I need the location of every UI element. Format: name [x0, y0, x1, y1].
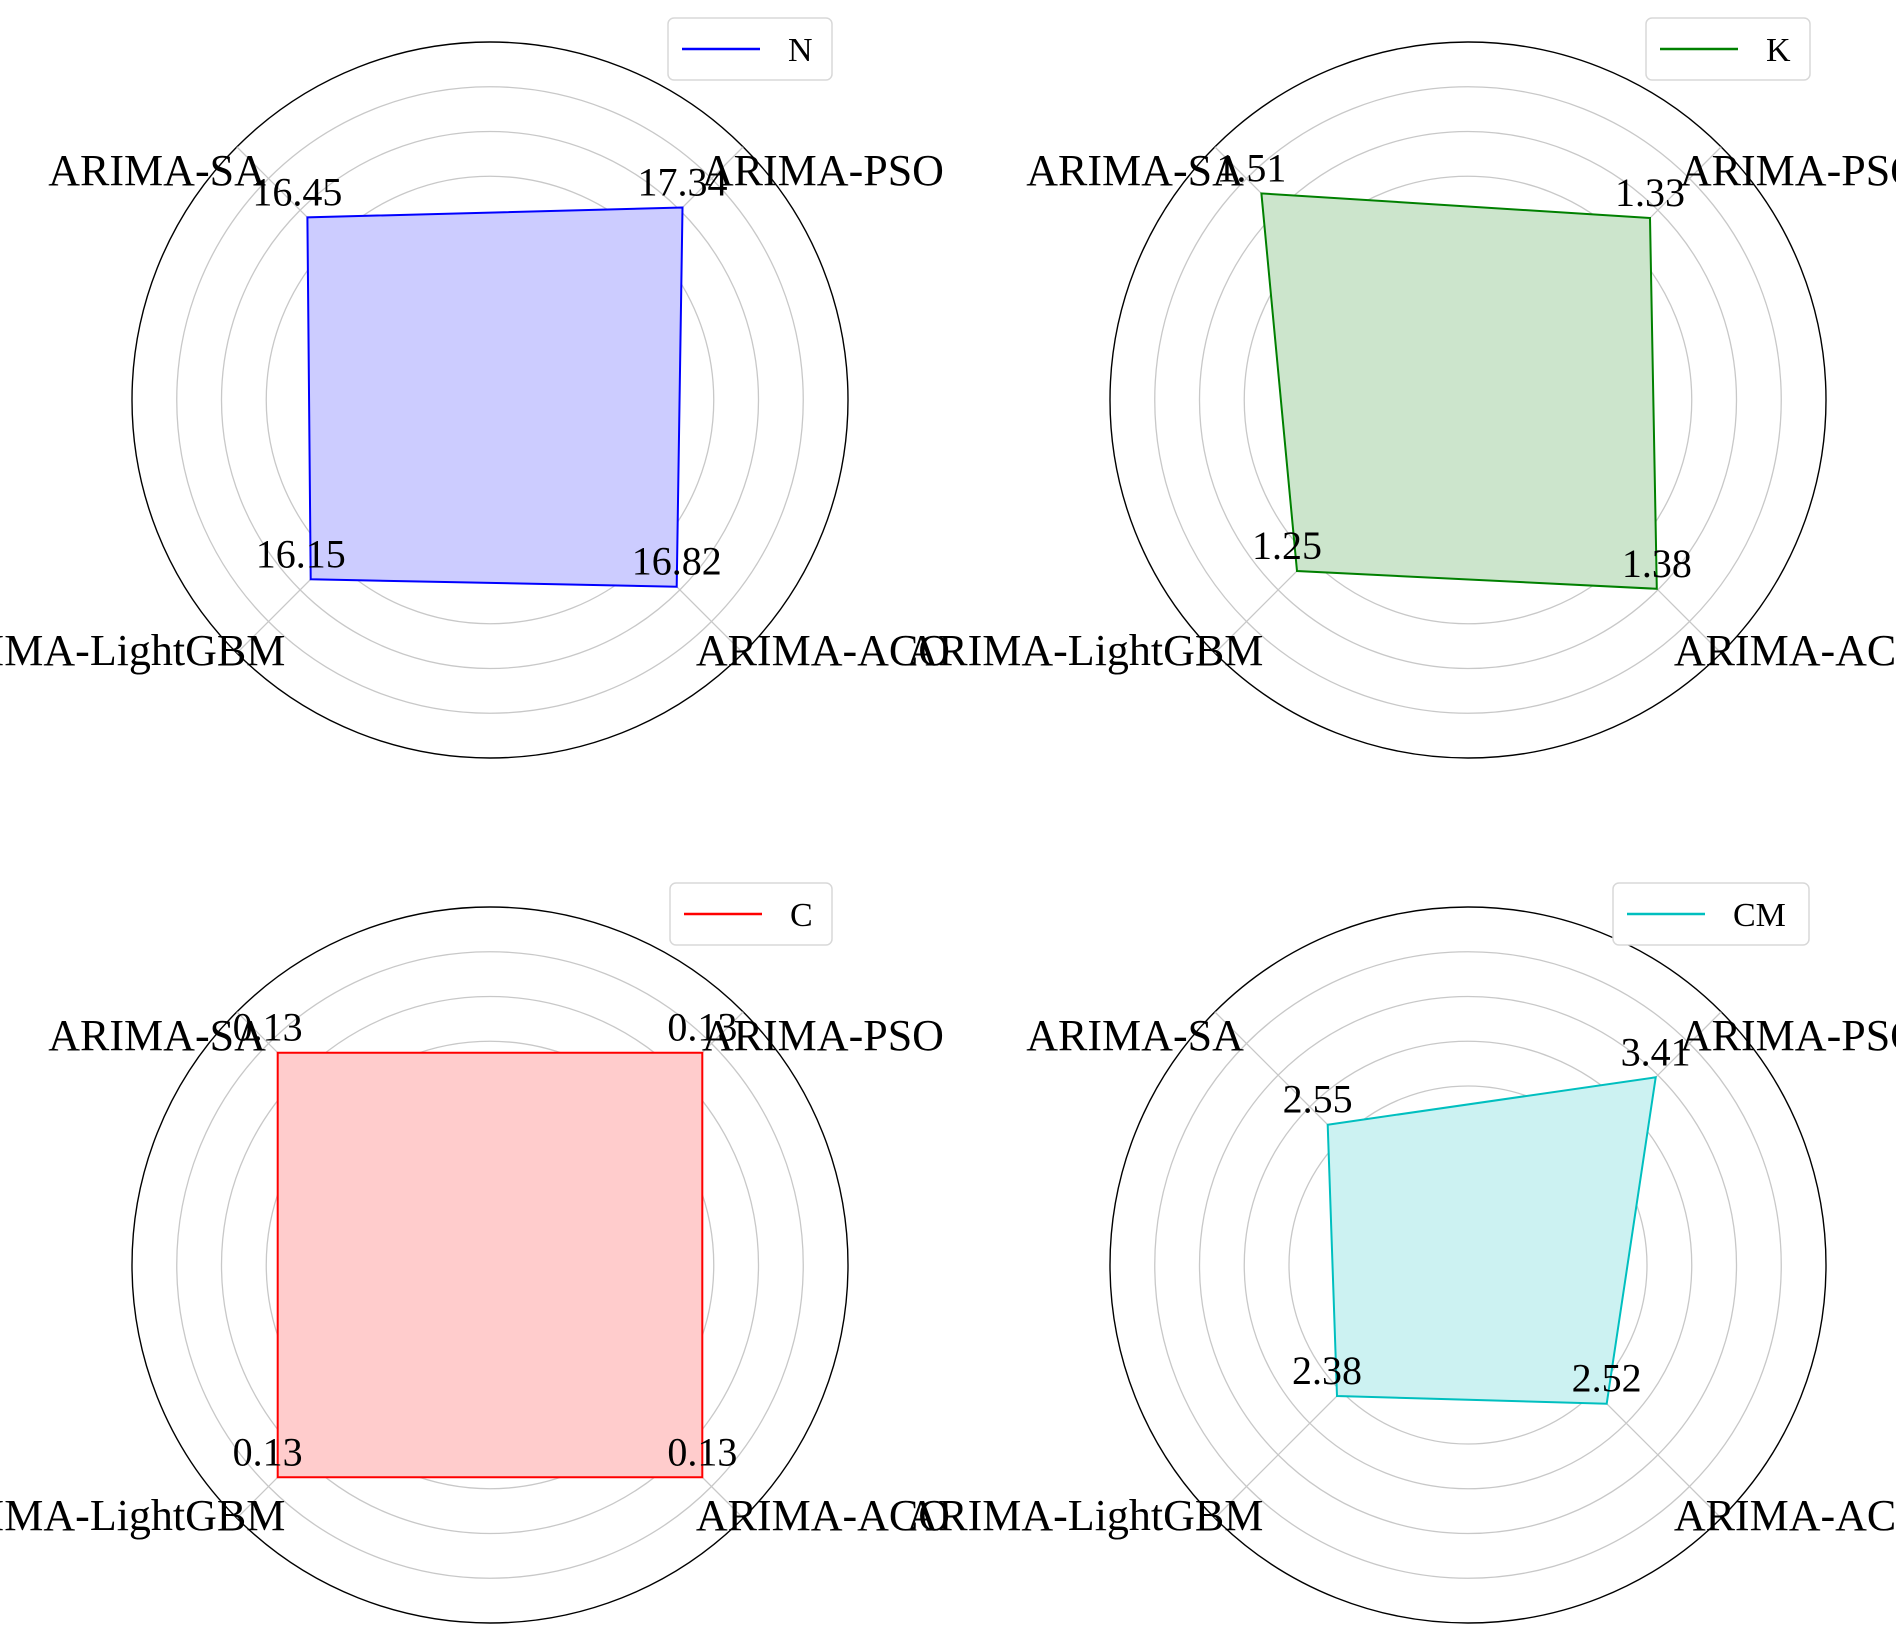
radar-grid-ring — [265, 1040, 715, 1490]
axis-label-arima-sa: ARIMA-SA — [48, 146, 266, 195]
value-label: 16.82 — [632, 539, 722, 584]
series-area-cm — [1327, 1077, 1656, 1404]
value-label: 0.13 — [233, 1005, 303, 1050]
axis-label-arima-pso: ARIMA-PSO — [1680, 1011, 1896, 1060]
legend-label: C — [790, 897, 813, 934]
axis-label-arima-lightgbm: ARIMA-LightGBM — [0, 1491, 285, 1540]
radar-grid-ring — [1154, 86, 1782, 714]
value-label: 1.25 — [1252, 523, 1322, 568]
radar-outer-frame — [131, 41, 849, 759]
value-label: 17.34 — [638, 159, 728, 204]
legend-label: CM — [1733, 897, 1786, 934]
value-label: 2.38 — [1292, 1348, 1362, 1393]
value-label: 1.51 — [1216, 145, 1286, 190]
axis-label-arima-lightgbm: ARIMA-LightGBM — [906, 1491, 1263, 1540]
radar-grid-ring — [265, 175, 715, 625]
radar-grid-ring — [1154, 951, 1782, 1579]
radar-grid-ring — [1243, 175, 1693, 625]
axis-label-arima-aco: ARIMA-ACO — [1674, 626, 1896, 675]
value-label: 1.38 — [1622, 541, 1692, 586]
axis-label-arima-sa: ARIMA-SA — [48, 1011, 266, 1060]
value-label: 0.13 — [667, 1005, 737, 1050]
legend-box — [1612, 882, 1810, 946]
radar-panel-k: ARIMA-PSO ARIMA-SA ARIMA-LightGBM ARIMA-ACO… — [906, 17, 1896, 759]
axis-label-arima-lightgbm: ARIMA-LightGBM — [0, 626, 285, 675]
radar-outer-frame — [1109, 906, 1827, 1624]
radar-outer-frame — [1109, 41, 1827, 759]
legend-label: N — [788, 32, 813, 69]
axis-label-arima-pso: ARIMA-PSO — [702, 1011, 944, 1060]
value-label: 2.55 — [1283, 1077, 1353, 1122]
legend-label: K — [1766, 32, 1791, 69]
value-label: 2.52 — [1572, 1356, 1642, 1401]
radar-outer-frame — [131, 906, 849, 1624]
axis-label-arima-aco: ARIMA-ACO — [696, 626, 950, 675]
radar-panel-cm: ARIMA-PSO ARIMA-SA ARIMA-LightGBM ARIMA-ACO… — [906, 882, 1896, 1624]
axis-label-arima-aco: ARIMA-ACO — [1674, 1491, 1896, 1540]
axis-label-arima-sa: ARIMA-SA — [1026, 146, 1244, 195]
value-label: 3.41 — [1621, 1029, 1691, 1074]
series-area-k — [1261, 193, 1657, 589]
radar-grid-ring — [1288, 1085, 1648, 1445]
radar-panel-c: ARIMA-PSO ARIMA-SA ARIMA-LightGBM ARIMA-ACO… — [0, 882, 950, 1624]
axis-label-arima-lightgbm: ARIMA-LightGBM — [906, 626, 1263, 675]
radar-grid-ring — [176, 86, 804, 714]
value-label: 0.13 — [667, 1429, 737, 1474]
value-label: 1.33 — [1615, 170, 1685, 215]
axis-label-arima-sa: ARIMA-SA — [1026, 1011, 1244, 1060]
radar-grid-ring — [176, 951, 804, 1579]
axis-label-arima-pso: ARIMA-PSO — [1680, 146, 1896, 195]
radar-grid-ring — [220, 995, 760, 1535]
series-area-c — [277, 1052, 703, 1478]
series-area-n — [307, 207, 683, 587]
radar-grid-ring — [1243, 1040, 1693, 1490]
radar-panel-n: ARIMA-PSO ARIMA-SA ARIMA-LightGBM ARIMA-ACO… — [0, 17, 950, 759]
value-label: 16.15 — [256, 531, 346, 576]
radar-grid-ring — [1198, 130, 1738, 670]
value-label: 0.13 — [233, 1429, 303, 1474]
radar-grid-ring — [1198, 995, 1738, 1535]
value-label: 16.45 — [252, 169, 342, 214]
radar-grid-ring — [220, 130, 760, 670]
axis-label-arima-aco: ARIMA-ACO — [696, 1491, 950, 1540]
axis-label-arima-pso: ARIMA-PSO — [702, 146, 944, 195]
